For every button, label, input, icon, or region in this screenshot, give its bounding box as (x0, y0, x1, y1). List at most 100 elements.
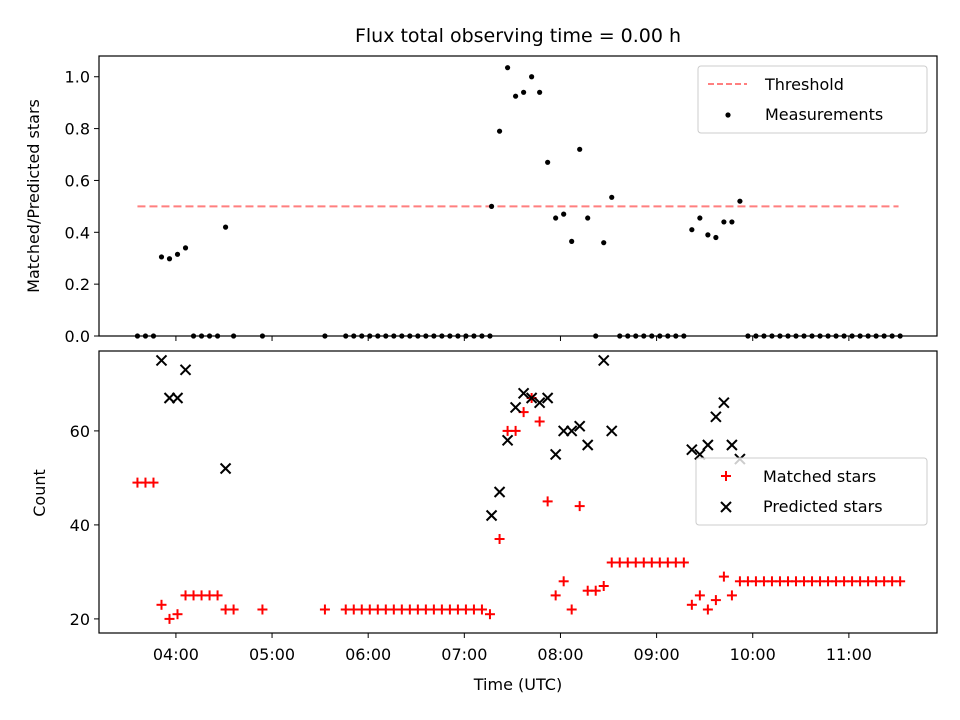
x-tick-label: 11:00 (826, 645, 872, 664)
matched-star-point (678, 557, 689, 568)
predicted-star-point (525, 392, 538, 404)
predicted-star-point (581, 439, 594, 451)
top-y-axis-label: Matched/Predicted stars (24, 99, 43, 293)
matched-star-point (694, 590, 705, 601)
matched-star-point (164, 613, 175, 624)
top-y-axis: 0.0 0.2 0.4 0.6 0.8 1.0 (65, 68, 99, 346)
matched-star-point (686, 599, 697, 610)
y-tick-label: 0.4 (65, 223, 90, 242)
predicted-star-point (726, 439, 738, 451)
legend-matched-label: Matched stars (763, 467, 876, 486)
measurement-point (737, 198, 743, 204)
y-tick-label: 0.2 (65, 275, 90, 294)
bottom-plot-area (132, 354, 906, 624)
measurement-point (488, 203, 495, 209)
top-x-axis (175, 336, 850, 341)
top-chart-title: Flux total observing time = 0.00 h (355, 25, 681, 47)
measurement-point (529, 74, 535, 80)
predicted-star-point (171, 392, 184, 404)
measurement-point (689, 227, 695, 233)
measurement-point (537, 89, 543, 95)
predicted-star-point (517, 387, 530, 400)
measurement-point (609, 194, 615, 200)
x-tick-label: 07:00 (441, 645, 487, 664)
matched-star-point (148, 477, 159, 488)
y-tick-label: 60 (70, 422, 90, 441)
measurement-point (553, 215, 559, 221)
matched-star-point (574, 501, 585, 512)
x-tick-label: 06:00 (345, 645, 391, 664)
legend-matched-swatch (721, 471, 731, 481)
bottom-y-axis-label: Count (30, 469, 49, 517)
matched-star-point (718, 571, 729, 582)
matched-star-point (212, 590, 223, 601)
measurement-point (504, 65, 511, 71)
matched-star-point (566, 604, 577, 615)
matched-star-point (510, 425, 521, 436)
measurement-point (705, 232, 711, 238)
x-tick-label: 09:00 (634, 645, 680, 664)
matched-star-point (534, 416, 545, 427)
measurement-point (561, 211, 567, 217)
y-tick-label: 0.8 (65, 120, 90, 139)
measurement-point (222, 224, 229, 230)
predicted-star-point (541, 392, 554, 404)
y-tick-label: 0.0 (65, 327, 90, 346)
matched-star-point (710, 595, 721, 606)
legend-plus-marker (721, 471, 731, 481)
measurement-point (729, 219, 735, 225)
legend-x-marker (720, 501, 732, 513)
matched-star-point (172, 609, 183, 620)
measurement-point (721, 219, 727, 225)
predicted-star-point (493, 486, 506, 498)
predicted-star-point (509, 401, 522, 414)
matched-star-point (895, 576, 906, 587)
matched-star-point (558, 576, 569, 587)
predicted-star-point (565, 425, 578, 437)
matched-star-point (702, 604, 713, 615)
matched-star-point (156, 599, 167, 610)
predicted-star-point (155, 354, 168, 367)
measurement-point (577, 146, 583, 152)
top-plot-area (134, 65, 903, 339)
bottom-x-axis-label: Time (UTC) (473, 675, 562, 694)
predicted-star-point (485, 509, 498, 522)
predicted-star-point (606, 425, 618, 437)
legend-predicted-swatch (720, 501, 732, 513)
measurement-point (585, 215, 591, 221)
predicted-star-point (686, 443, 698, 456)
top-legend: Threshold Measurements (697, 65, 928, 134)
legend-measurements-swatch (725, 112, 731, 118)
predicted-star-point (573, 420, 586, 432)
y-tick-label: 40 (70, 516, 90, 535)
predicted-star-point (549, 448, 562, 461)
matched-star-point (484, 609, 495, 620)
matched-star-point (257, 604, 268, 615)
measurement-point (521, 89, 527, 95)
predicted-star-point (533, 396, 546, 409)
measurement-point (545, 159, 551, 165)
predicted-star-point (702, 439, 714, 451)
predicted-star-point (501, 434, 514, 447)
bottom-axes-frame (98, 350, 938, 634)
matched-star-point (228, 604, 239, 615)
measurement-point (166, 256, 173, 262)
x-tick-label: 05:00 (249, 645, 295, 664)
measurement-point (601, 240, 607, 246)
legend-predicted-label: Predicted stars (763, 497, 883, 516)
top-axes-frame (98, 55, 938, 337)
matched-star-point (319, 604, 330, 615)
predicted-star-point (718, 396, 730, 409)
measurement-point (174, 251, 181, 257)
legend-threshold-label: Threshold (764, 75, 844, 94)
measurement-point (182, 245, 189, 251)
y-tick-label: 1.0 (65, 68, 90, 87)
measurement-point (512, 93, 519, 99)
matched-star-point (476, 604, 487, 615)
x-tick-label: 04:00 (153, 645, 199, 664)
matched-star-point (542, 496, 553, 507)
predicted-star-point (598, 354, 610, 367)
measurement-point (713, 234, 719, 241)
y-tick-label: 0.6 (65, 171, 90, 190)
